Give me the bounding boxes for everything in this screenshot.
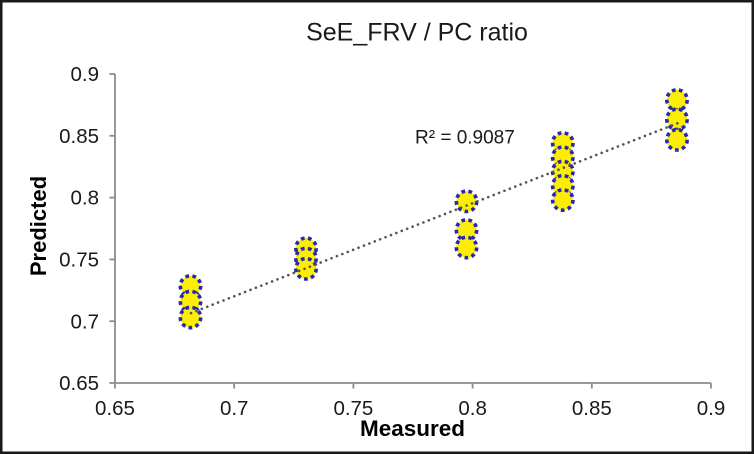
svg-text:0.8: 0.8 <box>71 187 100 210</box>
svg-text:0.65: 0.65 <box>95 397 135 420</box>
svg-text:0.8: 0.8 <box>458 397 487 420</box>
svg-text:0.85: 0.85 <box>572 397 612 420</box>
svg-text:SeE_FRV / PC ratio: SeE_FRV / PC ratio <box>306 19 528 47</box>
svg-text:R² = 0.9087: R² = 0.9087 <box>415 128 515 149</box>
svg-text:0.9: 0.9 <box>697 397 726 420</box>
svg-text:0.65: 0.65 <box>59 372 99 395</box>
svg-text:0.75: 0.75 <box>333 397 373 420</box>
svg-text:Measured: Measured <box>360 416 465 441</box>
svg-text:0.7: 0.7 <box>220 397 249 420</box>
svg-text:0.9: 0.9 <box>71 63 100 86</box>
svg-text:0.75: 0.75 <box>59 249 99 272</box>
svg-text:Predicted: Predicted <box>26 176 51 276</box>
svg-text:0.85: 0.85 <box>59 125 99 148</box>
svg-text:0.7: 0.7 <box>71 310 100 333</box>
